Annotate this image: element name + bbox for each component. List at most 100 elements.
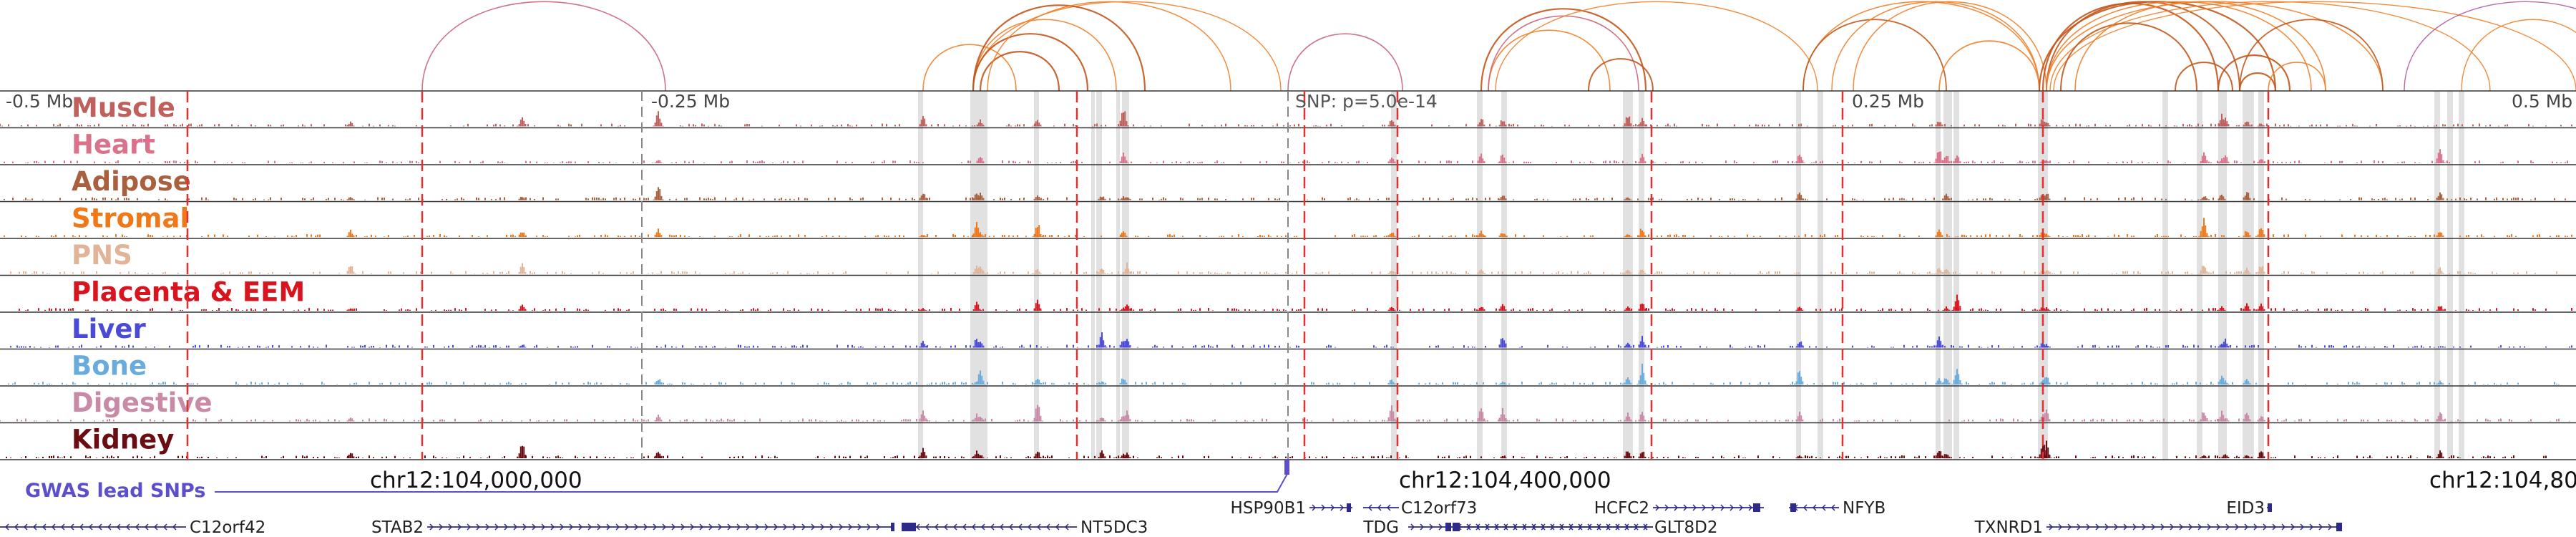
signal-peaks [4,149,2568,163]
gwas-snp-marker [1284,459,1289,475]
track-label-kidney: Kidney [72,425,174,455]
gene-model-txnrd1 [2046,523,2342,531]
loop-arc [2053,1,2576,92]
track-placenta-eem: Placenta & EEM [19,277,2572,311]
exon-block [1347,503,1351,512]
exon-block [891,523,894,531]
track-adipose: Adipose [4,166,2566,200]
loop-arc [2074,1,2326,92]
loop-arc [972,33,1089,92]
gene-model-nt5dc3 [902,523,1077,531]
gene-label-hcfc2: HCFC2 [1594,499,1649,518]
signal-peaks [19,294,2572,311]
loop-arc [1588,58,1654,92]
gene-label-c12orf42: C12orf42 [190,518,265,537]
loop-arc [2041,2,2220,92]
strand-arrows [1312,504,1345,511]
loop-arc [2404,1,2576,92]
loop-arc [2060,22,2197,92]
track-label-bone: Bone [72,351,147,382]
loop-arc [972,1,1282,92]
exon-block [1753,503,1760,512]
strand-arrows [429,523,881,531]
exon-block [1445,523,1451,531]
signal-peaks [0,405,2570,422]
track-label-stromal: Stromal [72,203,189,234]
gwas-lead-snps-label: GWAS lead SNPs [25,480,205,502]
gene-model-glt8d2 [1453,523,1653,531]
gene-annotations: HSP90B1 C12orf73 HCFC2 NFYB EID3 C12orf42 STAB… [0,499,2342,537]
loop-arc [1853,1,2047,92]
gene-model-stab2 [427,523,894,531]
track-digestive: Digestive [0,387,2570,422]
gene-model-nfyb [1789,503,1839,512]
signal-peaks [4,218,2572,237]
loop-arc [979,51,1060,92]
exon-block [2268,503,2272,512]
loop-arc [922,44,1017,92]
chromosome-coordinate: chr12:104,800,000 [2429,468,2576,493]
track-pns: PNS [10,240,2557,274]
strand-arrows [4,523,177,531]
signal-peaks [10,332,2572,348]
region-tick-label: 0.5 Mb [2512,91,2572,112]
loop-arc [1938,40,2040,92]
gene-model-hcfc2 [1653,503,1764,512]
gene-model-hsp90b1 [1309,503,1352,512]
gene-label-c12orf73: C12orf73 [1401,499,1477,518]
loop-arc [1802,19,1947,92]
loop-arc [1831,1,2040,92]
loop-arc [2268,62,2326,92]
signal-peaks [0,111,2572,127]
loop-arc [2239,19,2384,92]
track-label-adipose: Adipose [72,166,191,197]
signal-peaks [8,363,2560,384]
signal-peaks [6,440,2547,458]
region-tick-label: -0.5 Mb [6,91,73,112]
track-label-pns: PNS [72,240,132,271]
exon-block [1790,503,1796,512]
loop-arc [2461,19,2576,92]
strand-arrows [1655,504,1753,511]
loop-arc [972,19,1117,92]
loop-arc [2175,62,2233,92]
track-label-muscle: Muscle [72,92,175,123]
track-heart: Heart [4,130,2568,163]
snp-pvalue-label: SNP: p=5.0e-14 [1295,91,1438,112]
track-label-liver: Liver [72,314,146,344]
track-bone: Bone [8,351,2560,384]
strand-arrows [2049,523,2333,531]
signal-peaks [4,187,2566,200]
gene-label-glt8d2: GLT8D2 [1654,518,1718,537]
loop-arc [1287,33,1403,92]
chromosome-coordinate: chr12:104,000,000 [370,468,582,493]
gene-label-nt5dc3: NT5DC3 [1080,518,1148,537]
loop-arc [1495,1,1818,92]
exon-block [1453,523,1460,531]
arc-group [421,1,2576,92]
dashed-markers [186,91,2270,460]
gwas-connector-line [215,472,1289,493]
chromatin-loop-arcs [421,1,2576,92]
exon-block [902,523,916,531]
gene-label-txnrd1: TXNRD1 [1974,518,2043,537]
gene-model-c12orf42 [0,523,186,531]
gwas-lead-snps: GWAS lead SNPs [25,459,1289,502]
track-label-digestive: Digestive [72,387,213,418]
loop-arc [2238,72,2277,92]
track-kidney: Kidney [6,425,2547,458]
loop-arc [421,1,666,92]
gene-label-tdg: TDG [1362,518,1399,537]
track-liver: Liver [10,314,2572,348]
gene-model-eid3 [2267,503,2272,512]
gene-label-stab2: STAB2 [371,518,424,537]
loop-arc [1480,8,1647,92]
strand-arrows [1367,504,1391,511]
chromosome-coordinate: chr12:104,400,000 [1399,468,1611,493]
gene-label-nfyb: NFYB [1843,499,1885,518]
gene-model-c12orf73 [1363,504,1399,511]
loop-arc [2046,1,2240,92]
loop-arc [2217,54,2291,92]
